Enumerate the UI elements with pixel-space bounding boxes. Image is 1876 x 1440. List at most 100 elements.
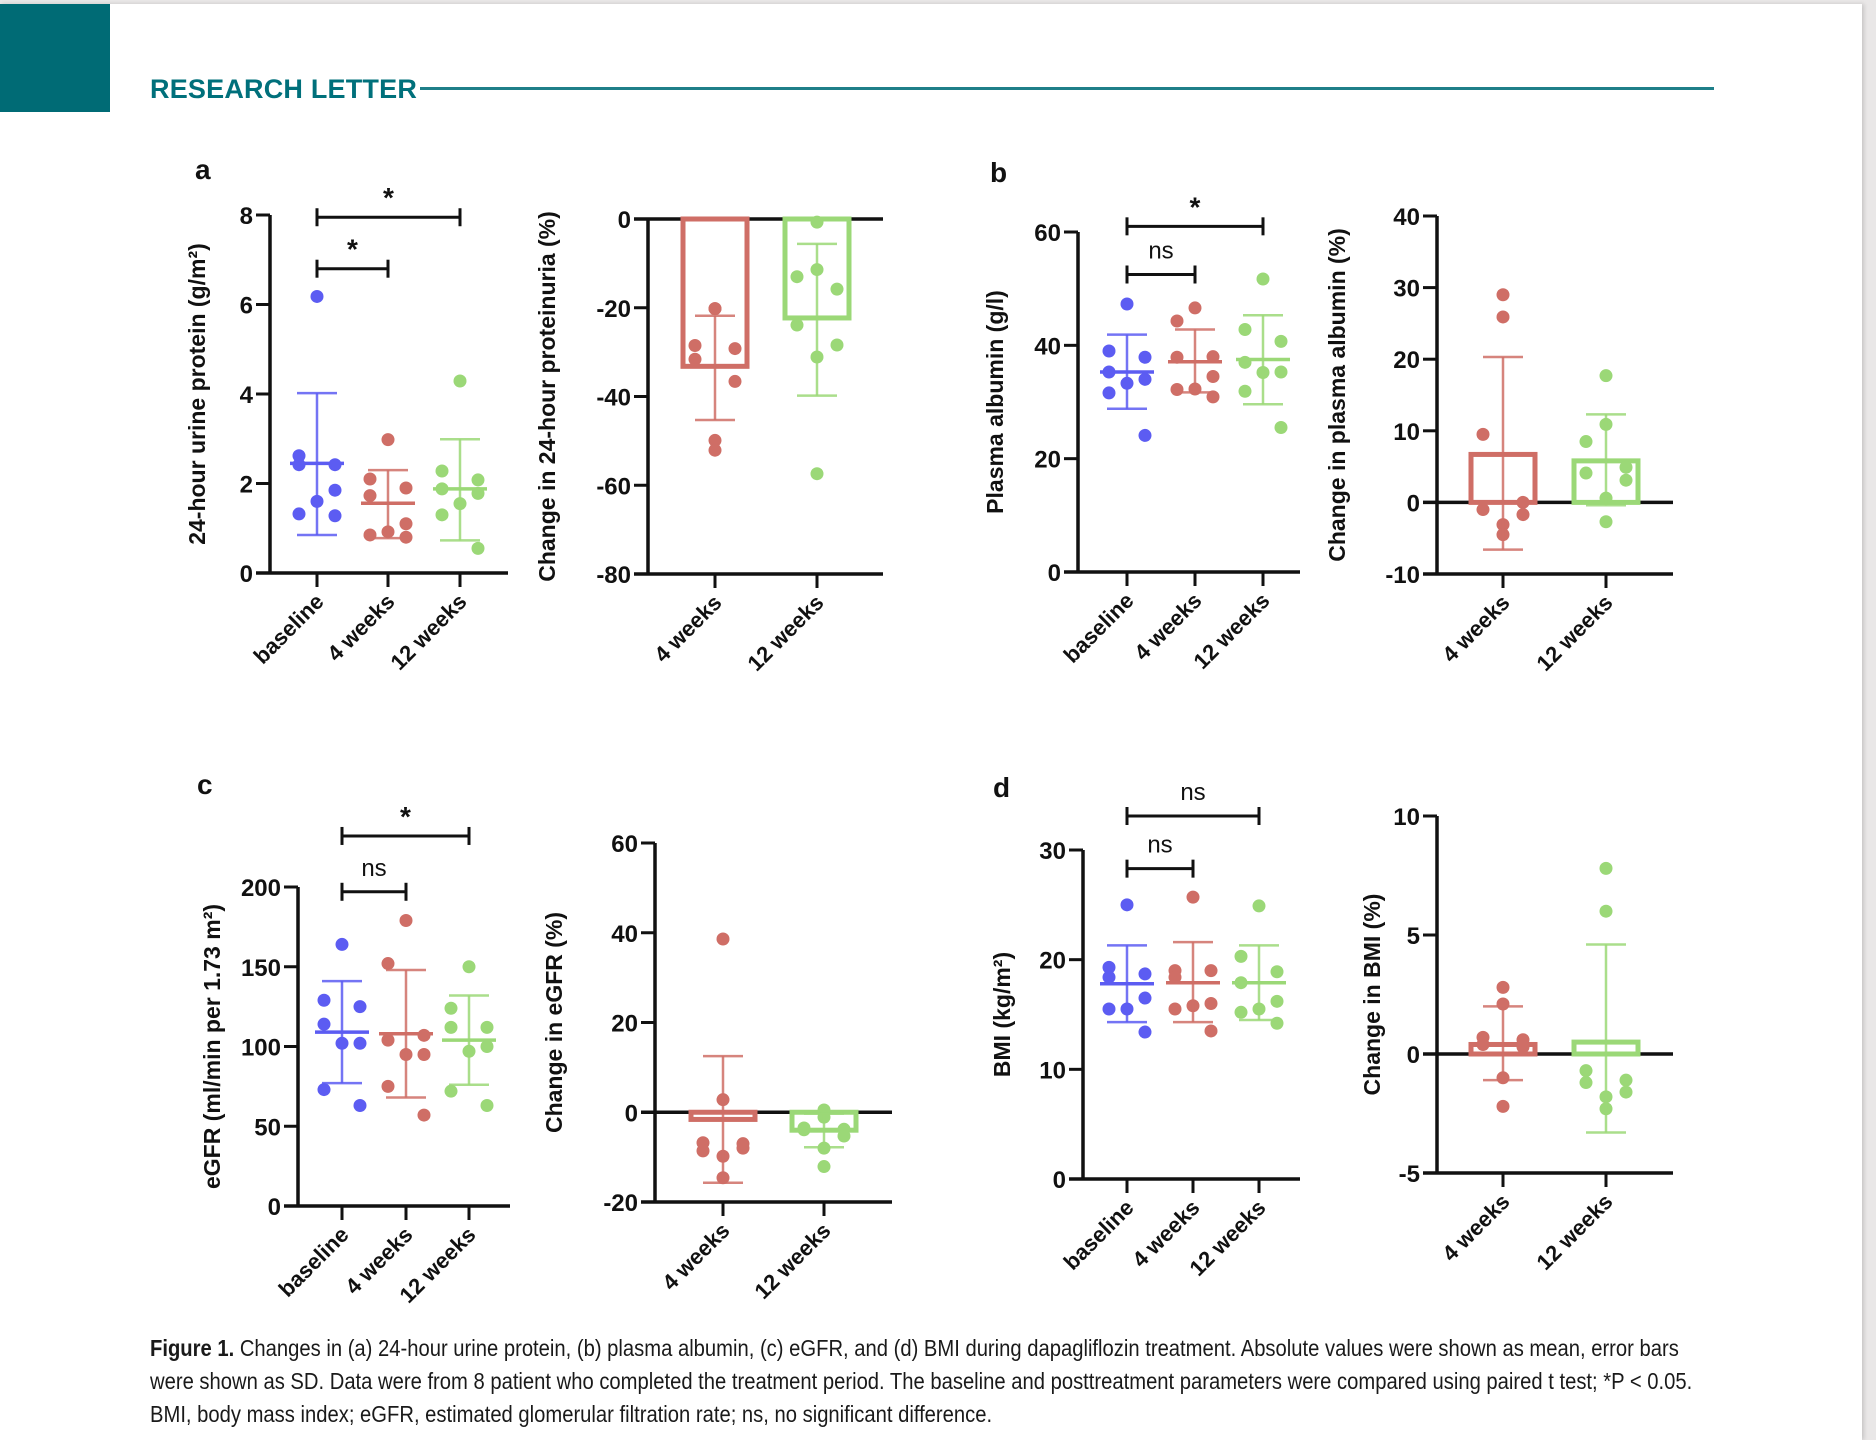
data-point xyxy=(1579,466,1593,480)
panel-label-c: c xyxy=(197,769,213,800)
y-tick-label: 20 xyxy=(611,1011,638,1038)
significance-label: ns xyxy=(1147,832,1172,859)
data-point xyxy=(328,509,342,523)
data-point xyxy=(1138,1025,1152,1039)
y-tick-label: -5 xyxy=(1399,1161,1420,1188)
data-point xyxy=(1234,1005,1248,1019)
data-point xyxy=(1186,890,1200,904)
y-tick-label: 30 xyxy=(1039,838,1066,865)
y-tick-label: 0 xyxy=(625,1100,638,1127)
y-tick-label: 60 xyxy=(611,831,638,858)
y-tick-label: 30 xyxy=(1393,276,1420,303)
significance-bracket: * xyxy=(1125,191,1265,236)
y-axis-label: Change in 24-hour proteinuria (%) xyxy=(534,211,560,582)
data-point xyxy=(1188,301,1202,315)
y-axis-label: Plasma albumin (g/l) xyxy=(982,290,1008,514)
significance-label: ns xyxy=(1148,238,1173,265)
significance-bracket: ns xyxy=(340,855,408,901)
y-tick-label: 50 xyxy=(254,1114,281,1141)
significance-label: * xyxy=(347,234,358,265)
data-point xyxy=(1496,288,1510,302)
significance-label: ns xyxy=(361,855,386,882)
data-point xyxy=(830,282,844,296)
x-tick-label: baseline xyxy=(1059,1195,1139,1275)
data-point xyxy=(1476,427,1490,441)
data-point xyxy=(353,1099,367,1113)
x-tick-label: baseline xyxy=(274,1222,354,1302)
section-label: RESEARCH LETTER xyxy=(150,74,418,104)
data-point xyxy=(1579,1076,1593,1090)
document-page: RESEARCH LETTER a 0 2 4 6 8 24-hour urine prot… xyxy=(0,4,1862,1440)
y-tick-label: -20 xyxy=(603,1190,638,1217)
data-point xyxy=(335,937,349,951)
series-baseline xyxy=(290,289,344,537)
x-tick-label: 12 weeks xyxy=(750,1218,836,1304)
data-point xyxy=(1599,515,1613,529)
data-point xyxy=(1274,334,1288,348)
y-tick-label: 150 xyxy=(241,955,281,982)
data-point xyxy=(797,1123,811,1137)
x-tick-label: 4 weeks xyxy=(1437,1189,1514,1266)
data-point xyxy=(1102,960,1116,974)
data-point xyxy=(292,507,306,521)
data-point xyxy=(1274,421,1288,434)
data-point xyxy=(1102,386,1116,400)
data-point xyxy=(317,993,331,1007)
x-tick-label: 12 weeks xyxy=(1532,1189,1618,1275)
chart-b-chg: -10 0 10 20 30 40 Change in plasma albumin (%)… xyxy=(1324,204,1673,676)
series-4-weeks xyxy=(1168,301,1222,404)
series-12-weeks xyxy=(1571,861,1641,1134)
data-point xyxy=(417,1108,431,1122)
data-point xyxy=(471,473,485,487)
figure-1: a 0 2 4 6 8 24-hour urine protein (g/m²) baseli… xyxy=(184,154,1673,1308)
caption-text: Changes in (a) 24-hour urine protein, (b… xyxy=(150,1335,1693,1427)
data-point xyxy=(1270,965,1284,979)
data-point xyxy=(1476,503,1490,517)
data-point xyxy=(1252,899,1266,913)
data-point xyxy=(1120,898,1134,912)
series-12-weeks xyxy=(782,215,852,481)
data-point xyxy=(1102,970,1116,984)
y-axis-label: 24-hour urine protein (g/m²) xyxy=(184,243,210,545)
header-rule xyxy=(420,87,1714,90)
data-point xyxy=(363,528,377,542)
y-tick-label: 0 xyxy=(618,207,631,234)
data-point xyxy=(417,1047,431,1061)
data-point xyxy=(444,1001,458,1015)
data-point xyxy=(363,472,377,486)
data-point xyxy=(381,1079,395,1093)
data-point xyxy=(810,467,824,481)
panel-label-d: d xyxy=(993,772,1010,803)
series-4-weeks xyxy=(361,433,415,544)
significance-label: * xyxy=(383,182,394,213)
significance-label: * xyxy=(1190,191,1201,222)
y-tick-label: 4 xyxy=(240,382,254,409)
y-tick-label: -40 xyxy=(596,385,631,412)
data-point xyxy=(1120,297,1134,311)
y-tick-label: -80 xyxy=(596,562,631,589)
y-tick-label: 20 xyxy=(1034,447,1061,474)
chart-c-chg: -20 0 20 40 60 Change in eGFR (%) 4 weeks 12 we… xyxy=(541,831,892,1304)
significance-bracket: * xyxy=(340,801,471,845)
data-point xyxy=(1256,272,1270,286)
data-point xyxy=(1138,967,1152,981)
data-point xyxy=(353,1000,367,1014)
x-tick-label: 4 weeks xyxy=(657,1218,734,1295)
data-point xyxy=(728,342,742,356)
data-point xyxy=(1138,350,1152,364)
y-axis-label: Change in plasma albumin (%) xyxy=(1324,228,1350,562)
y-tick-label: 5 xyxy=(1407,923,1420,950)
panel-label-a: a xyxy=(195,154,211,185)
data-point xyxy=(1206,350,1220,364)
series-12-weeks xyxy=(1232,899,1286,1030)
series-4-weeks xyxy=(1468,288,1538,551)
data-point xyxy=(1170,383,1184,397)
data-point xyxy=(696,1144,710,1158)
data-point xyxy=(790,270,804,284)
series-baseline xyxy=(1100,898,1154,1039)
significance-bracket: ns xyxy=(1125,832,1195,878)
data-point xyxy=(1170,314,1184,328)
y-tick-label: 200 xyxy=(241,875,281,902)
x-tick-label: 4 weeks xyxy=(649,590,726,667)
data-point xyxy=(399,913,413,927)
